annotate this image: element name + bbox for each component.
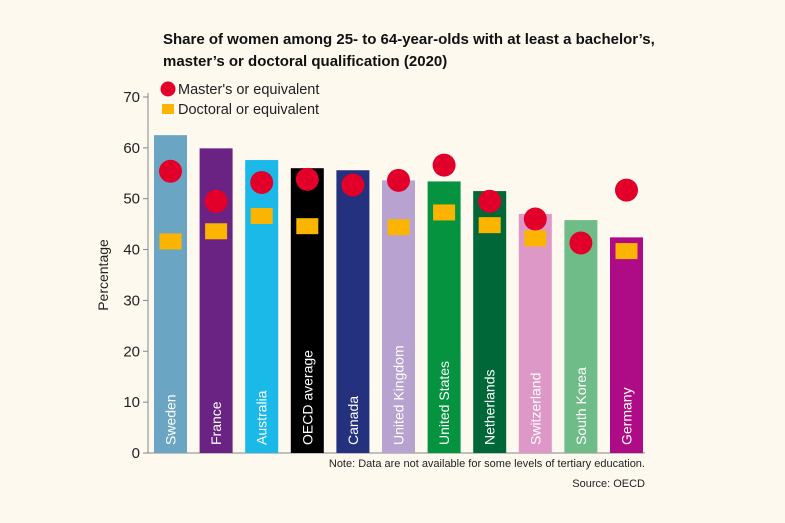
bar xyxy=(473,191,507,454)
bar xyxy=(610,237,643,453)
y-tick-label: 50 xyxy=(123,191,140,208)
doctoral-point xyxy=(250,208,273,225)
master-point xyxy=(159,159,182,183)
master-point xyxy=(250,170,274,194)
bar xyxy=(518,213,552,453)
category-label: Netherlands xyxy=(482,370,498,446)
doctoral-point xyxy=(387,219,410,236)
master-point xyxy=(387,168,410,192)
bar xyxy=(427,181,461,453)
bar xyxy=(154,135,187,453)
category-label: Germany xyxy=(619,387,635,445)
y-tick-label: 10 xyxy=(123,394,140,411)
doctoral-point xyxy=(433,204,456,221)
category-label: South Korea xyxy=(573,367,589,445)
source: Source: OECD xyxy=(572,478,645,490)
chart-title-line-2: master’s or doctoral qualification (2020… xyxy=(163,53,447,70)
master-point xyxy=(478,189,502,213)
y-tick-label: 20 xyxy=(123,343,140,360)
bar xyxy=(290,168,324,453)
legend-master-label: Master's or equivalent xyxy=(178,82,319,98)
category-label: United Kingdom xyxy=(391,345,407,445)
master-point xyxy=(569,231,593,255)
y-tick-label: 0 xyxy=(132,445,140,462)
doctoral-point xyxy=(296,218,319,235)
category-label: France xyxy=(208,401,224,445)
legend-doctoral-marker xyxy=(162,104,174,114)
master-point xyxy=(432,153,456,177)
doctoral-point xyxy=(524,230,547,247)
category-label: United States xyxy=(436,361,452,445)
chart-title-line-1: Share of women among 25- to 64-year-olds… xyxy=(163,31,655,48)
legend: Master's or equivalent Doctoral or equiv… xyxy=(160,81,319,118)
category-label: Switzerland xyxy=(527,373,543,445)
master-point xyxy=(295,167,319,191)
doctoral-point xyxy=(159,233,182,250)
y-tick-label: 70 xyxy=(123,89,140,106)
note: Note: Data are not available for some le… xyxy=(329,458,645,470)
legend-doctoral-label: Doctoral or equivalent xyxy=(178,102,319,118)
legend-master-marker xyxy=(160,81,176,97)
category-label: Canada xyxy=(345,396,361,445)
doctoral-point xyxy=(615,243,638,260)
y-tick-label: 30 xyxy=(123,292,140,309)
y-tick-label: 60 xyxy=(123,140,140,157)
master-point xyxy=(523,207,547,231)
bar xyxy=(336,170,370,453)
category-label: Sweden xyxy=(163,394,179,445)
y-axis-label: Percentage xyxy=(95,239,111,311)
master-point xyxy=(615,178,638,202)
bar xyxy=(564,220,598,453)
master-point xyxy=(204,189,228,213)
doctoral-point xyxy=(478,217,501,234)
doctoral-point xyxy=(205,223,228,240)
category-label: Australia xyxy=(254,390,270,445)
y-tick-label: 40 xyxy=(123,242,140,259)
master-point xyxy=(341,173,365,197)
category-label: OECD average xyxy=(299,350,315,445)
